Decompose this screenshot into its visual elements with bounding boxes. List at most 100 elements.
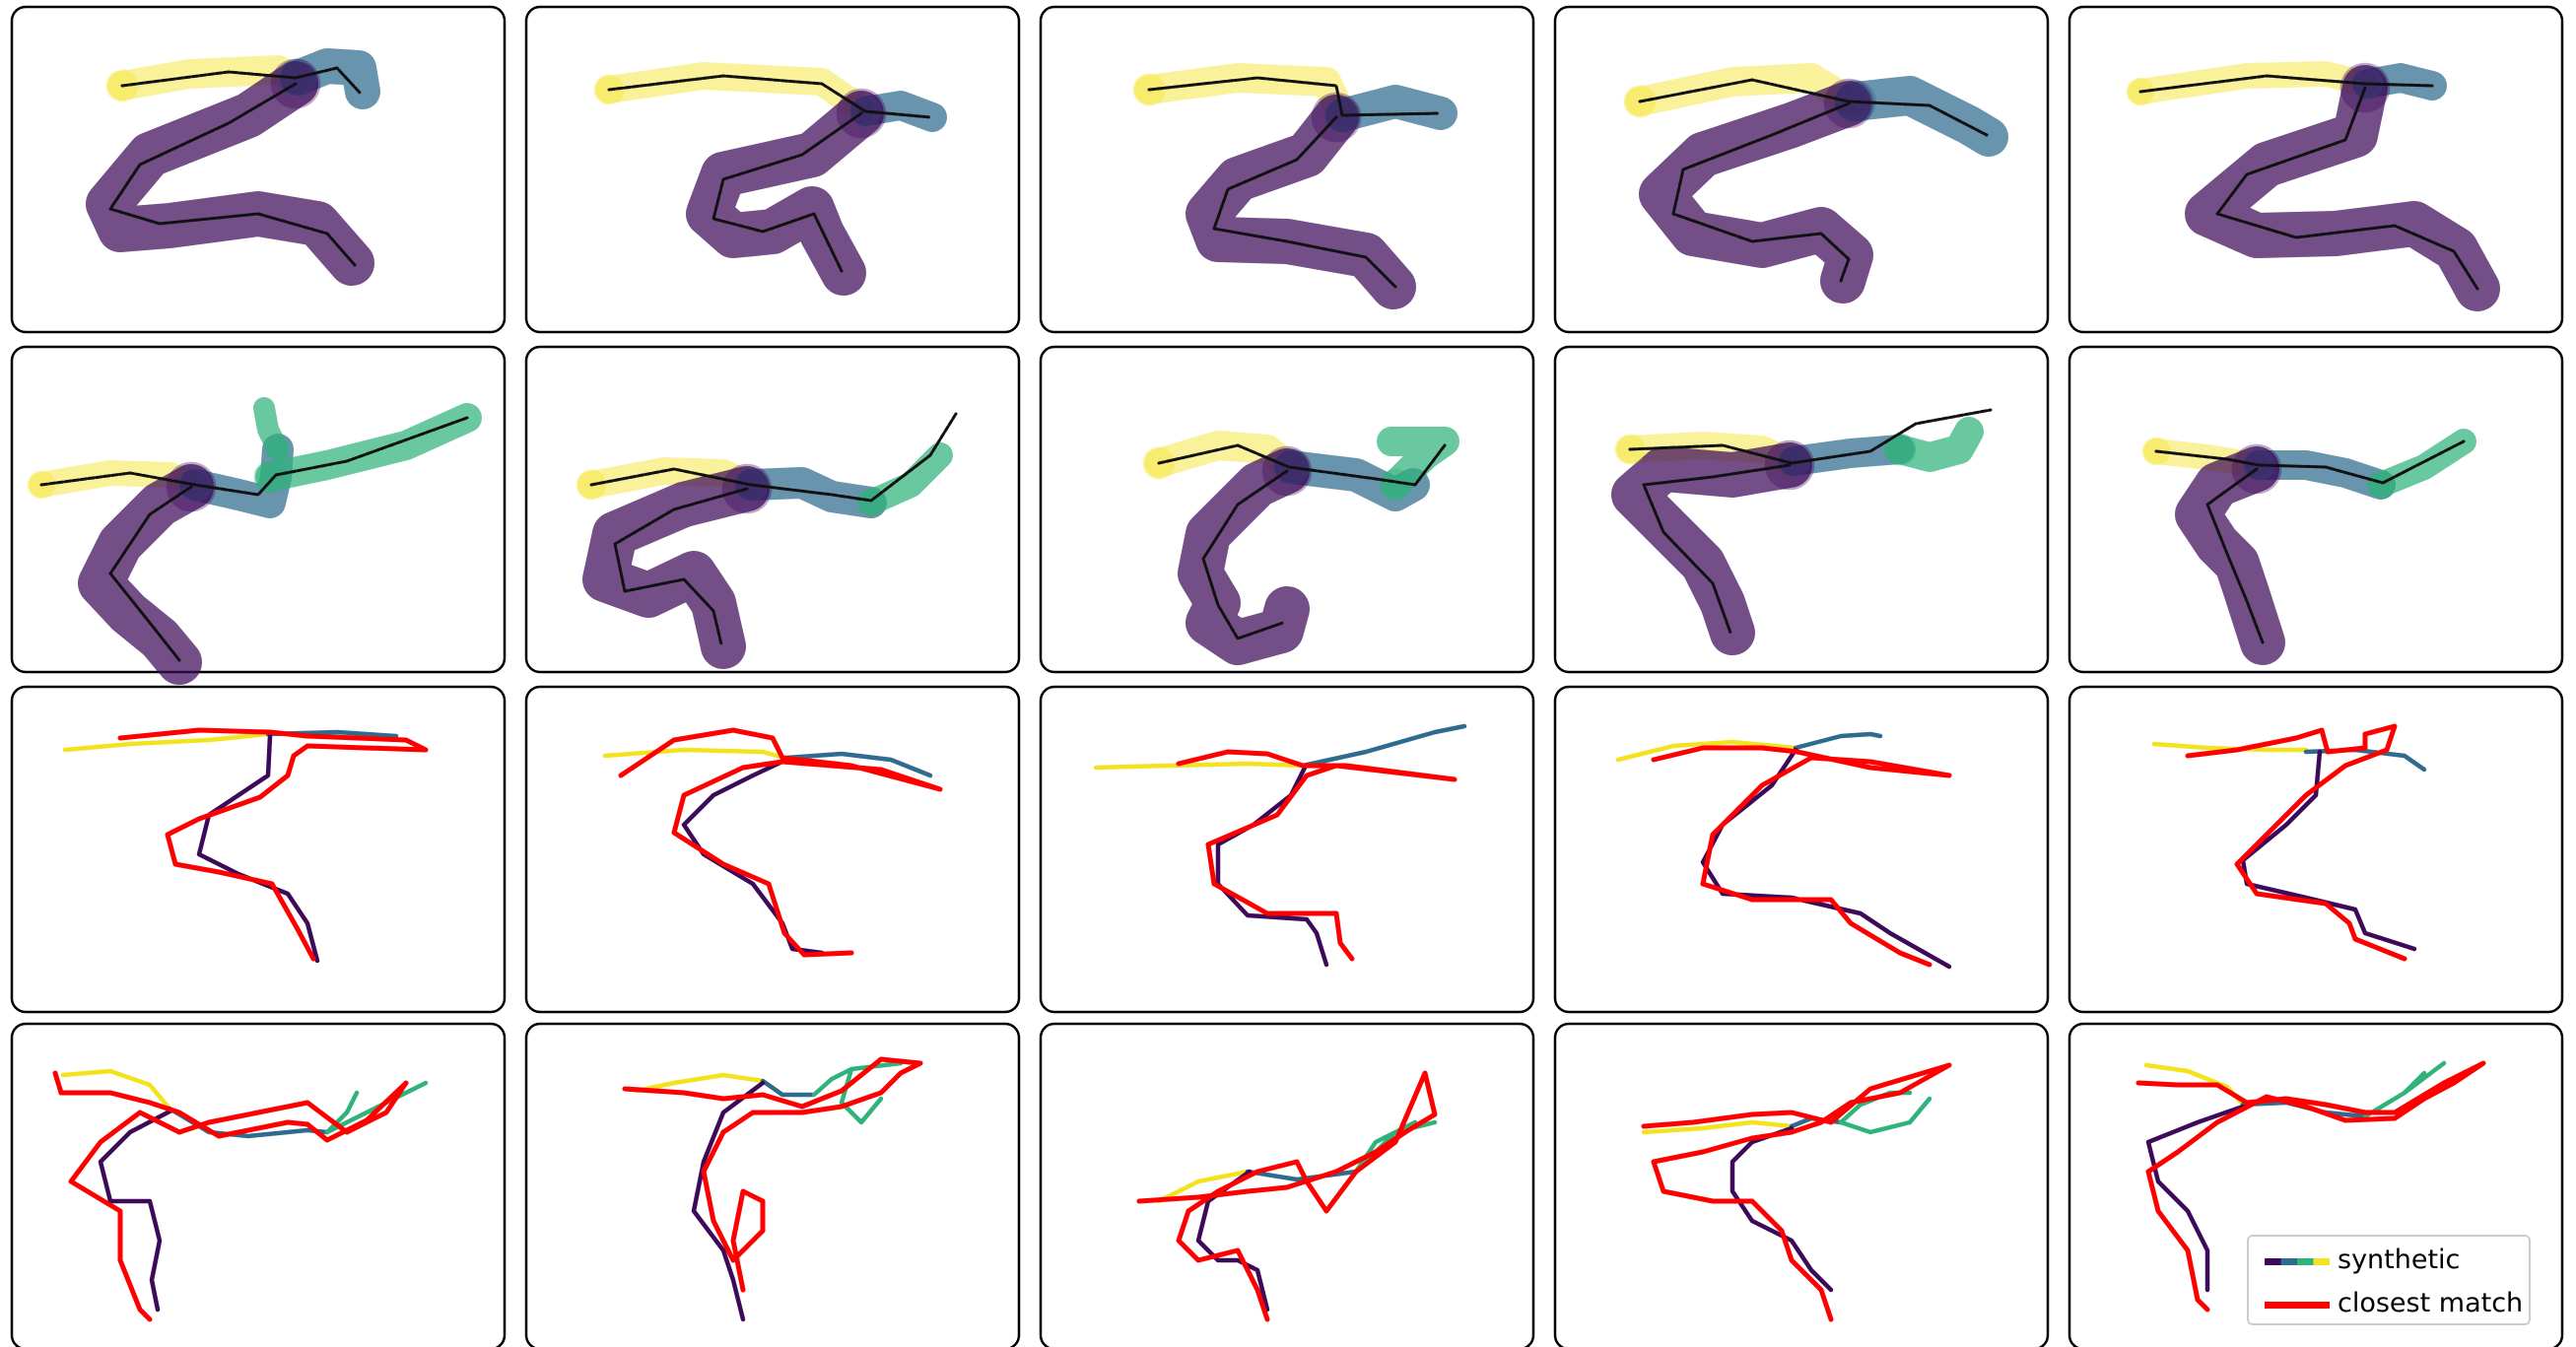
vessel-segment-1 [1639,81,1873,303]
panel-r3-c4 [1553,685,2050,1014]
panel-r4-c4 [1553,1022,2050,1347]
panel-r3-c3 [1039,685,1535,1014]
centerline [108,485,193,662]
synthetic-segment-1 [2145,1104,2246,1293]
vessel-node [1379,468,1412,502]
centerline [108,82,357,267]
synthetic-segment-2 [1245,1169,1359,1182]
panel-r3-c1 [10,685,507,1014]
vessel-segment-1 [2175,446,2285,665]
centerline [1201,469,1289,640]
vessel-node [265,437,291,462]
panel-frame [524,685,1021,1014]
closest-match-line [1641,1062,1952,1322]
closest-match-line [2135,1060,2486,1313]
panel-frame [10,5,507,334]
vessel-node [253,460,287,494]
synthetic-segment-3 [1838,1096,1932,1135]
centerline [712,111,863,273]
vessel-segment-3 [858,442,953,515]
panel-r4-c2 [524,1022,1021,1347]
panel-r2-c4 [1553,345,2050,674]
centerline [1147,76,1441,117]
synthetic-segment-2 [1793,731,1883,751]
vessel-segment-3 [2368,429,2476,498]
panel-r1-c1 [10,5,507,334]
synthetic-segment-3 [2402,1070,2427,1096]
synthetic-segment-1 [2240,749,2417,952]
synthetic-segment-2 [783,751,933,778]
panel-r2-c2 [524,345,1021,674]
panel-r1-c3 [1039,5,1535,334]
synthetic-segment-1 [1729,1125,1834,1293]
panel-frame [1553,345,2050,674]
legend-label-closest-match: closest match [2338,1288,2524,1318]
synthetic-segment-4 [1615,739,1798,763]
panel-frame [10,685,507,1014]
synthetic-swatch-icon [2265,1258,2330,1265]
legend-entry-closest-match: closest match [2249,1284,2529,1323]
vessel-node [1883,433,1917,466]
panel-r3-c5 [2068,685,2564,1014]
closest-match-line [1651,745,1952,968]
panel-frame [524,345,1021,674]
vessel-segment-3 [1377,427,1459,500]
closest-match-line [117,727,429,962]
centerline [1628,408,1993,465]
centerline [39,416,469,497]
vessel-node [2366,470,2396,500]
synthetic-segment-1 [196,733,320,964]
centerline [1642,463,1792,635]
panel-r4-c3 [1039,1022,1535,1347]
panel-r1-c4 [1553,5,2050,334]
closest-match-line [622,1056,923,1293]
legend-label-synthetic: synthetic [2338,1245,2461,1275]
vessel-segment-2 [1325,85,1457,132]
vessel-segment-2 [735,467,887,518]
synthetic-segment-4 [1641,1119,1795,1135]
panel-r2-c5 [2068,345,2564,674]
vessel-segment-1 [78,464,214,685]
centerline [1212,115,1397,289]
panel-frame [1553,685,2050,1014]
synthetic-segment-4 [62,731,271,753]
synthetic-segment-2 [760,1078,815,1098]
panel-r4-c1 [10,1022,507,1347]
centerline [1157,443,1447,487]
panel-frame [1039,685,1535,1014]
closest-match-line [2185,723,2407,962]
closest-match-swatch-icon [2265,1302,2330,1309]
synthetic-segment-4 [60,1068,172,1111]
legend: synthetic closest match [2247,1235,2531,1325]
legend-entry-synthetic: synthetic [2249,1241,2529,1280]
panel-frame [524,1022,1021,1347]
synthetic-segment-1 [1700,747,1952,970]
centerline [2154,439,2466,485]
panel-frame [2068,685,2564,1014]
closest-match-line [1136,1070,1438,1322]
synthetic-segment-2 [1300,723,1467,769]
panel-r1-c5 [2068,5,2564,334]
vessel-segment-1 [1611,442,1812,655]
panel-frame [1553,1022,2050,1347]
centerline [1638,78,1989,137]
closest-match-line [52,1070,409,1322]
panel-frame [2068,345,2564,674]
centerline [613,487,749,646]
synthetic-segment-4 [1156,1169,1251,1204]
centerline [1671,101,1851,283]
synthetic-segment-1 [691,1080,766,1322]
panel-r2-c1 [10,345,507,685]
panel-r2-c3 [1039,345,1535,674]
vessel-segment-3 [1885,417,1984,472]
synthetic-segment-1 [1195,1169,1270,1313]
centerline [2138,74,2434,94]
centerline [2205,467,2265,644]
panel-frame [1553,5,2050,334]
panel-r1-c2 [524,5,1021,334]
centerline [2215,86,2479,291]
synthetic-segment-4 [634,1072,766,1094]
vessel-segment-1 [2185,65,2500,311]
closest-match-line [1176,749,1457,962]
